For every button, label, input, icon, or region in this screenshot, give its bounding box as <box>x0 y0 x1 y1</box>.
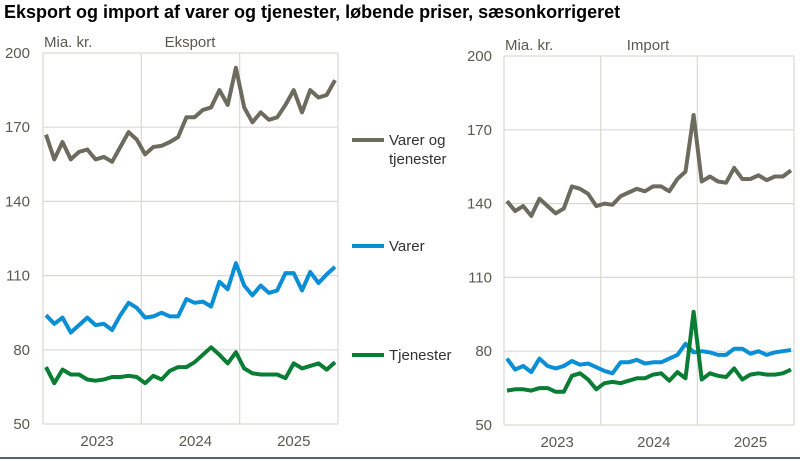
x-tick-label: 2025 <box>734 434 767 451</box>
x-tick-label: 2024 <box>179 433 212 450</box>
y-tick-label: 140 <box>467 196 492 213</box>
y-tick-label: 110 <box>6 268 30 285</box>
series-line-tjenester <box>506 309 792 394</box>
x-tick-label: 2024 <box>637 434 670 451</box>
y-tick-label: 200 <box>467 48 492 65</box>
legend-label: Varer og <box>389 132 445 149</box>
x-tick-label: 2023 <box>80 433 113 450</box>
series-line-varer <box>44 261 337 335</box>
y-tick-label: 140 <box>5 193 30 210</box>
y-tick-label: 110 <box>468 269 492 286</box>
series-line-varer-og-tjenester <box>505 113 793 218</box>
series-line-varer <box>505 341 792 376</box>
legend-label: Tjenester <box>389 347 452 364</box>
legend-label: Varer <box>389 238 425 255</box>
x-tick-label: 2023 <box>540 434 573 451</box>
series-line-tjenester <box>44 345 337 386</box>
chart-title: Eksport og import af varer og tjenester,… <box>4 2 621 22</box>
y-axis-label: Mia. kr. <box>44 34 92 51</box>
y-axis-label: Mia. kr. <box>505 37 553 54</box>
panel-title: Import <box>627 37 670 54</box>
y-tick-label: 170 <box>467 122 492 139</box>
y-tick-label: 50 <box>13 416 30 433</box>
panel-title: Eksport <box>165 34 217 51</box>
y-tick-label: 200 <box>5 45 30 62</box>
x-tick-label: 2025 <box>277 433 310 450</box>
y-tick-label: 170 <box>5 119 30 136</box>
series-line-varer-og-tjenester <box>44 65 337 164</box>
bottom-divider <box>0 457 800 459</box>
y-tick-label: 80 <box>475 343 492 360</box>
y-tick-label: 50 <box>475 417 492 434</box>
y-tick-label: 80 <box>13 342 30 359</box>
legend-label: tjenester <box>389 151 447 168</box>
